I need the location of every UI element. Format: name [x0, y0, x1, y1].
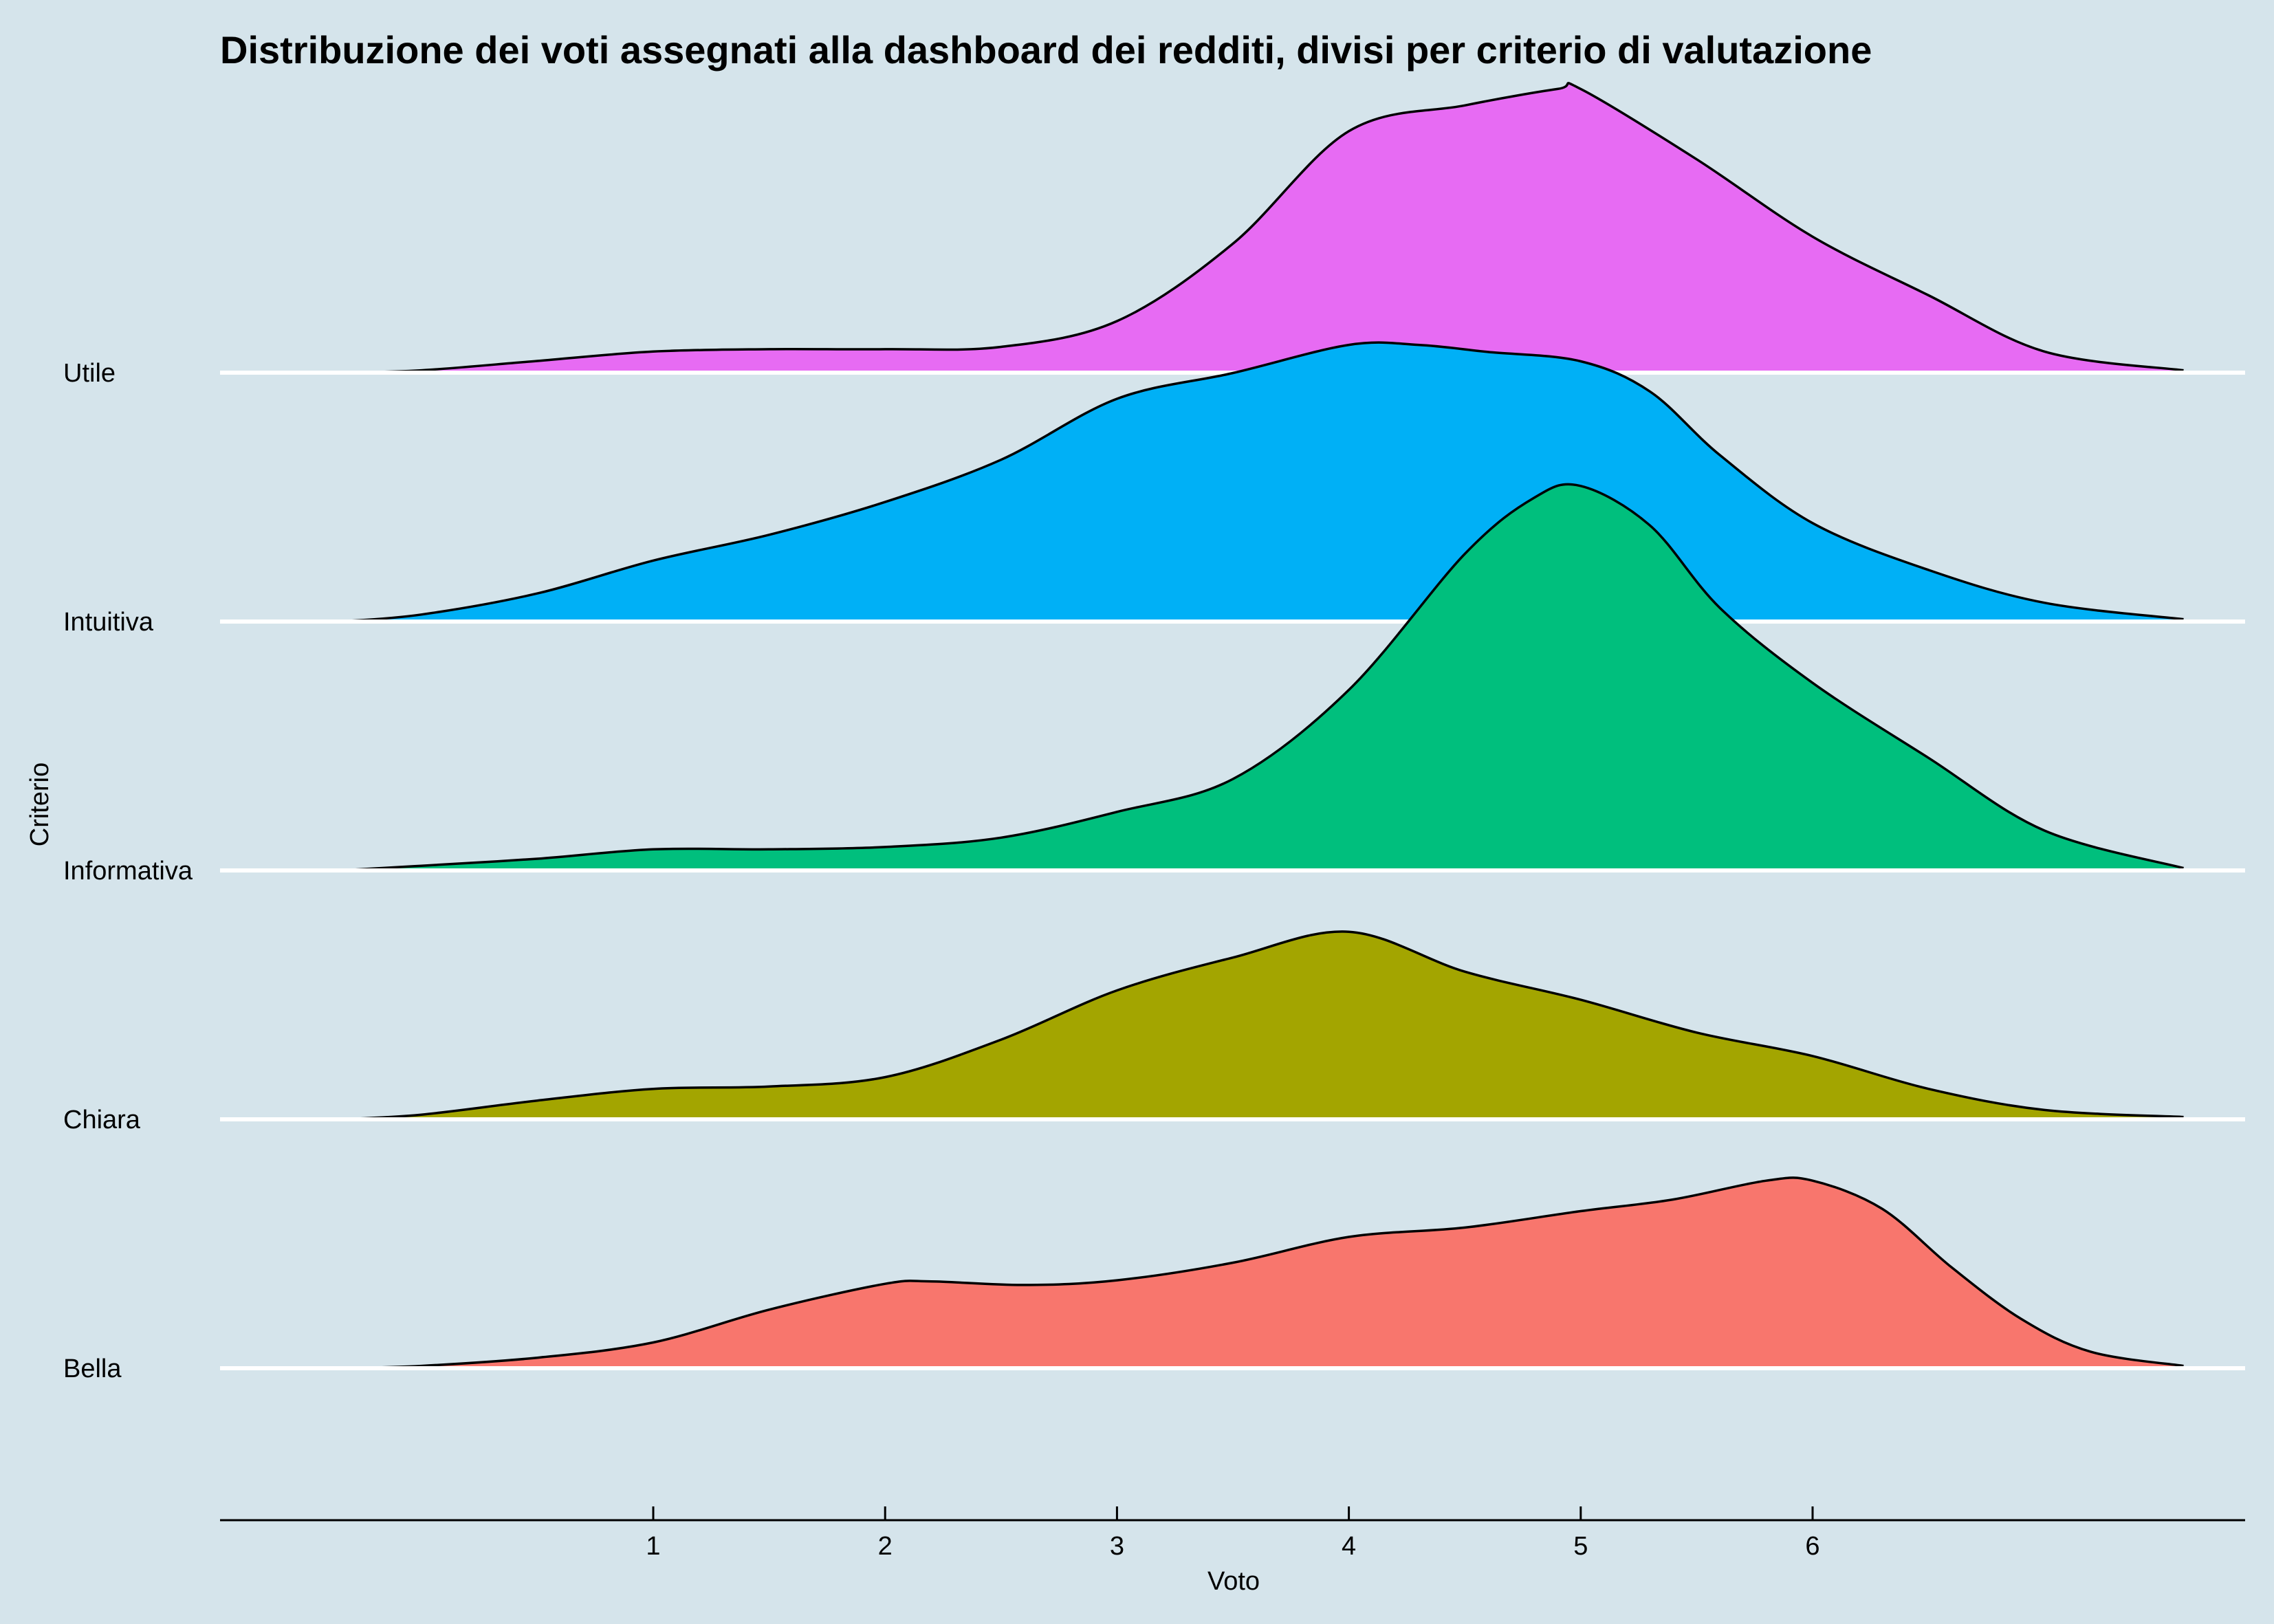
ridge-chiara: Chiara — [63, 930, 2245, 1134]
x-tick-label-1: 1 — [646, 1532, 660, 1561]
category-label-chiara: Chiara — [63, 1106, 141, 1134]
ridge-area-utile — [340, 83, 2184, 373]
ridge-utile: Utile — [63, 82, 2245, 388]
category-label-bella: Bella — [63, 1354, 122, 1383]
category-label-intuitiva: Intuitiva — [63, 608, 154, 637]
x-tick-label-5: 5 — [1573, 1532, 1588, 1561]
ridge-bella: Bella — [63, 1176, 2245, 1383]
ridge-area-informativa — [340, 484, 2184, 870]
ridge-area-bella — [340, 1177, 2184, 1368]
ridge-outline-informativa — [340, 483, 2184, 872]
ridge-outline-intuitiva — [340, 341, 2184, 623]
x-axis: 1 2 3 4 5 6 — [220, 1506, 2245, 1561]
y-axis-title: Criterio — [25, 762, 54, 846]
ridge-informativa: Informativa — [63, 483, 2245, 886]
x-tick-label-3: 3 — [1110, 1532, 1124, 1561]
chart-title: Distribuzione dei voti assegnati alla da… — [220, 28, 1872, 72]
ridges-group: Utile Intuitiva Informativa Chiara Bella — [63, 82, 2245, 1383]
ridge-intuitiva: Intuitiva — [63, 341, 2245, 637]
x-tick-label-2: 2 — [878, 1532, 893, 1561]
ridge-outline-chiara — [340, 930, 2184, 1121]
ridge-area-chiara — [340, 931, 2184, 1119]
ridge-outline-utile — [340, 82, 2184, 374]
ridge-area-intuitiva — [340, 342, 2184, 622]
x-tick-label-4: 4 — [1342, 1532, 1356, 1561]
ridge-outline-bella — [340, 1176, 2184, 1370]
x-tick-label-6: 6 — [1805, 1532, 1819, 1561]
x-axis-title: Voto — [1207, 1567, 1260, 1596]
category-label-informativa: Informativa — [63, 857, 193, 886]
category-label-utile: Utile — [63, 359, 116, 388]
